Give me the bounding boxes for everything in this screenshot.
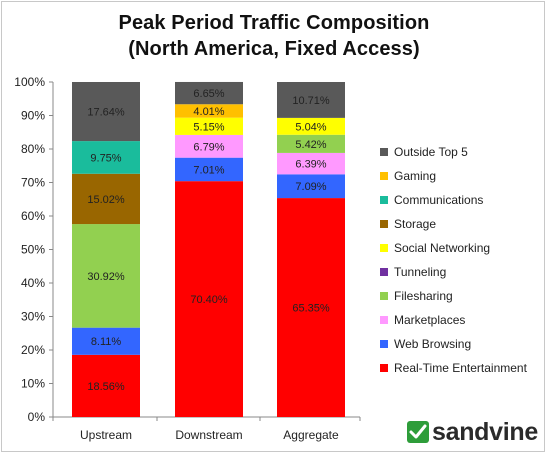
data-label: 18.56% — [87, 381, 125, 393]
data-label: 6.39% — [295, 159, 326, 171]
x-tick-label: Downstream — [175, 428, 242, 442]
y-tick-label: 20% — [21, 343, 45, 357]
sandvine-mark-icon — [407, 421, 429, 443]
data-label: 4.01% — [193, 106, 224, 118]
bar-segment — [175, 134, 243, 158]
bar-segment — [175, 81, 243, 105]
chart-subtitle: (North America, Fixed Access) — [128, 38, 420, 60]
bar-segment — [277, 152, 345, 175]
y-tick-label: 80% — [21, 142, 45, 156]
legend-swatch — [380, 148, 388, 156]
bar-segment — [277, 174, 345, 199]
y-tick-label: 0% — [28, 410, 46, 424]
data-label: 5.15% — [193, 121, 224, 133]
sandvine-logo: sandvine — [407, 418, 538, 446]
data-label: 9.75% — [90, 152, 121, 164]
legend-swatch — [380, 316, 388, 324]
legend-label: Marketplaces — [394, 313, 465, 327]
legend-label: Web Browsing — [394, 337, 471, 351]
bar-segment — [175, 157, 243, 182]
data-label: 65.35% — [292, 303, 330, 315]
legend-label: Communications — [394, 193, 483, 207]
bar-segment — [72, 141, 140, 174]
bar-segment — [175, 181, 243, 417]
chart-title: Peak Period Traffic Composition — [118, 12, 430, 34]
data-label: 17.64% — [87, 107, 125, 119]
x-tick-label: Aggregate — [283, 428, 339, 442]
y-tick-label: 60% — [21, 209, 45, 223]
bar-segment — [277, 198, 345, 417]
legend-label: Outside Top 5 — [394, 145, 468, 159]
bar-segment — [72, 82, 140, 142]
bar-segment — [72, 354, 140, 417]
legend-label: Real-Time Entertainment — [394, 361, 528, 375]
y-tick-label: 40% — [21, 276, 45, 290]
legend-label: Gaming — [394, 169, 436, 183]
bar-segment — [277, 82, 345, 118]
x-tick-label: Upstream — [80, 428, 132, 442]
data-label: 7.01% — [193, 164, 224, 176]
legend-label: Storage — [394, 217, 436, 231]
data-label: 5.04% — [295, 121, 326, 133]
data-label: 6.65% — [193, 88, 224, 100]
data-label: 30.92% — [87, 271, 125, 283]
y-tick-label: 90% — [21, 109, 45, 123]
legend-label: Filesharing — [394, 289, 453, 303]
bar-segment — [72, 173, 140, 225]
data-label: 8.11% — [91, 336, 122, 348]
legend-swatch — [380, 220, 388, 228]
legend-label: Social Networking — [394, 241, 490, 255]
legend-swatch — [380, 172, 388, 180]
bar-segment — [72, 224, 140, 328]
legend-swatch — [380, 340, 388, 348]
y-tick-label: 10% — [21, 377, 45, 391]
sandvine-wordmark: sandvine — [432, 417, 538, 446]
data-label: 6.79% — [193, 141, 224, 153]
legend-swatch — [380, 196, 388, 204]
data-label: 15.02% — [87, 194, 125, 206]
data-label: 70.40% — [190, 294, 228, 306]
data-label: 7.09% — [295, 181, 326, 193]
legend-swatch — [380, 292, 388, 300]
bar-segment — [175, 104, 243, 118]
legend-swatch — [380, 268, 388, 276]
bar-segment — [72, 327, 140, 355]
legend-label: Tunneling — [394, 265, 446, 279]
legend-swatch — [380, 244, 388, 252]
y-tick-label: 100% — [14, 75, 45, 89]
y-tick-label: 30% — [21, 310, 45, 324]
legend-swatch — [380, 364, 388, 372]
bar-segment — [277, 134, 345, 153]
data-label: 5.42% — [295, 139, 326, 151]
y-tick-label: 70% — [21, 176, 45, 190]
bar-segment — [277, 117, 345, 135]
bar-segment — [175, 117, 243, 135]
y-tick-label: 50% — [21, 243, 45, 257]
data-label: 10.71% — [292, 95, 330, 107]
